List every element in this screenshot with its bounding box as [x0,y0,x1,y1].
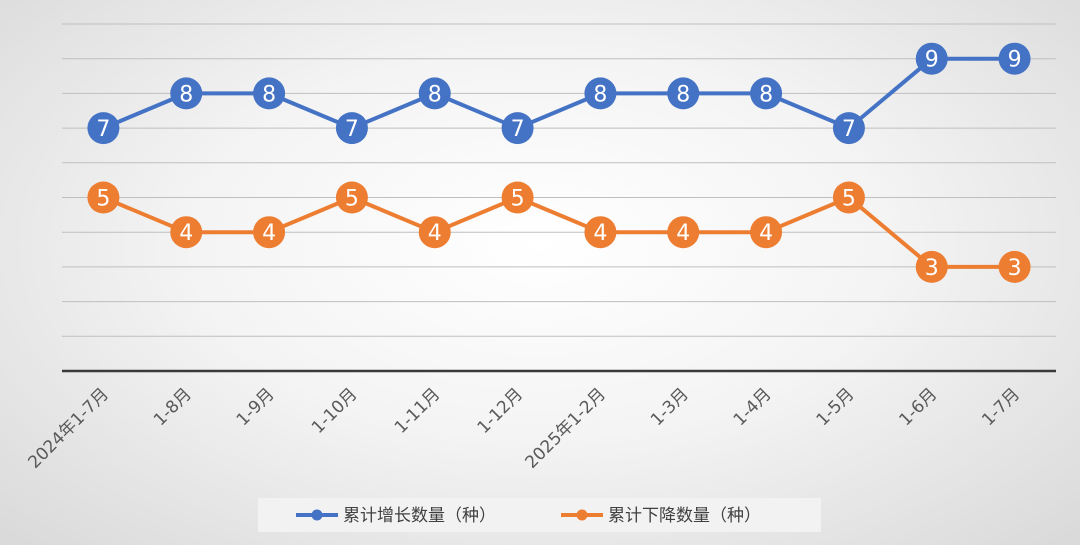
data-point [335,181,368,214]
data-label: 3 [1008,256,1022,281]
x-tick-label: 1-11月 [391,384,444,437]
data-point [750,216,783,249]
legend-swatch-marker [576,509,588,521]
x-tick-label: 1-4月 [730,384,776,430]
legend-label: 累计下降数量（种） [608,506,761,526]
data-label: 7 [96,117,110,142]
data-point [584,77,617,110]
data-point [335,112,368,145]
data-point [170,77,203,110]
x-tick-label: 1-5月 [813,384,859,430]
data-label: 8 [676,82,690,107]
data-label: 7 [842,117,856,142]
data-label: 7 [511,117,525,142]
legend-box [258,498,821,532]
data-point [750,77,783,110]
x-tick-label: 2024年1-7月 [25,384,113,472]
x-tick-label: 1-9月 [233,384,279,430]
data-label: 4 [262,221,276,246]
data-point [832,181,865,214]
data-point [667,77,700,110]
gridlines [62,23,1056,337]
data-point [87,181,120,214]
x-tick-label: 1-3月 [647,384,693,430]
data-point [915,42,948,75]
data-label: 7 [345,117,359,142]
data-label: 8 [179,82,193,107]
data-point [998,42,1031,75]
x-tick-label: 1-6月 [895,384,941,430]
data-label: 3 [925,256,939,281]
data-label: 4 [593,221,607,246]
data-label: 4 [676,221,690,246]
data-label: 4 [759,221,773,246]
data-label: 8 [759,82,773,107]
data-label: 4 [179,221,193,246]
data-point [253,216,286,249]
data-point [667,216,700,249]
data-label: 5 [842,187,856,212]
data-point [253,77,286,110]
data-point [998,250,1031,283]
data-label: 8 [593,82,607,107]
data-point [832,112,865,145]
data-label: 5 [345,187,359,212]
data-point [501,181,534,214]
data-point [170,216,203,249]
series-layer: 7 8 8 7 8 7 8 8 8 7 9 9 5 4 4 5 4 5 4 4 4 5 3 3 [87,42,1031,283]
x-tick-label: 2025年1-2月 [522,384,610,472]
x-tick-label: 1-8月 [150,384,196,430]
x-tick-label: 1-12月 [474,384,527,437]
x-tick-label: 1-10月 [308,384,361,437]
data-label: 9 [1008,48,1022,73]
legend-label: 累计增长数量（种） [343,506,496,526]
data-point [501,112,534,145]
data-label: 8 [262,82,276,107]
data-label: 5 [96,187,110,212]
data-label: 8 [428,82,442,107]
data-point [418,216,451,249]
legend: 累计增长数量（种） 累计下降数量（种） [258,498,821,532]
data-point [584,216,617,249]
data-label: 9 [925,48,939,73]
data-point [87,112,120,145]
data-label: 5 [511,187,525,212]
x-axis: 2024年1-7月 1-8月 1-9月 1-10月 1-11月 1-12月2025年1-2… [25,369,1056,473]
data-point [418,77,451,110]
data-label: 4 [428,221,442,246]
x-tick-label: 1-7月 [978,384,1024,430]
legend-swatch-marker [311,509,323,521]
data-point [915,250,948,283]
